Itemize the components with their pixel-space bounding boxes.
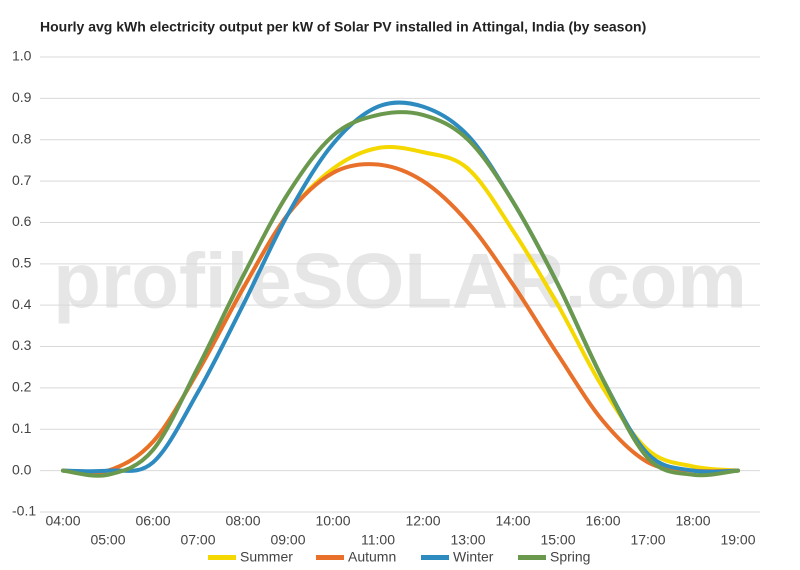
legend-swatch [208, 555, 236, 560]
x-tick-label: 14:00 [495, 513, 530, 529]
x-tick-label: 18:00 [675, 513, 710, 529]
x-tick-label: 08:00 [225, 513, 260, 529]
watermark: profileSOLAR.com [53, 237, 746, 325]
legend-label: Autumn [348, 549, 396, 565]
legend-label: Spring [550, 549, 590, 565]
y-tick-label: 0.1 [12, 420, 32, 436]
y-tick-label: 0.5 [12, 255, 32, 271]
legend-label: Winter [453, 549, 494, 565]
x-tick-label: 09:00 [270, 532, 305, 548]
y-tick-label: 0.6 [12, 213, 32, 229]
x-tick-label: 15:00 [540, 532, 575, 548]
legend-swatch [316, 555, 344, 560]
series-line [61, 110, 740, 478]
x-tick-label: 06:00 [135, 513, 170, 529]
x-tick-label: 16:00 [585, 513, 620, 529]
y-tick-label: 0.2 [12, 379, 32, 395]
x-tick-label: 05:00 [90, 532, 125, 548]
y-tick-label: 0.4 [12, 296, 32, 312]
y-tick-label: 0.9 [12, 89, 32, 105]
x-tick-label: 13:00 [450, 532, 485, 548]
x-tick-label: 10:00 [315, 513, 350, 529]
x-tick-label: 04:00 [45, 513, 80, 529]
legend-label: Summer [240, 549, 293, 565]
y-tick-label: 0.0 [12, 461, 32, 477]
x-tick-label: 12:00 [405, 513, 440, 529]
legend-swatch [421, 555, 449, 560]
x-tick-label: 19:00 [720, 532, 755, 548]
chart-title: Hourly avg kWh electricity output per kW… [40, 19, 646, 35]
y-tick-label: 0.8 [12, 130, 32, 146]
x-tick-label: 07:00 [180, 532, 215, 548]
legend-swatch [518, 555, 546, 560]
x-tick-label: 11:00 [361, 532, 395, 548]
y-tick-label: 0.7 [12, 172, 32, 188]
x-tick-label: 17:00 [630, 532, 665, 548]
y-tick-label: -0.1 [12, 503, 36, 519]
y-tick-label: 1.0 [12, 48, 32, 64]
y-tick-label: 0.3 [12, 337, 32, 353]
